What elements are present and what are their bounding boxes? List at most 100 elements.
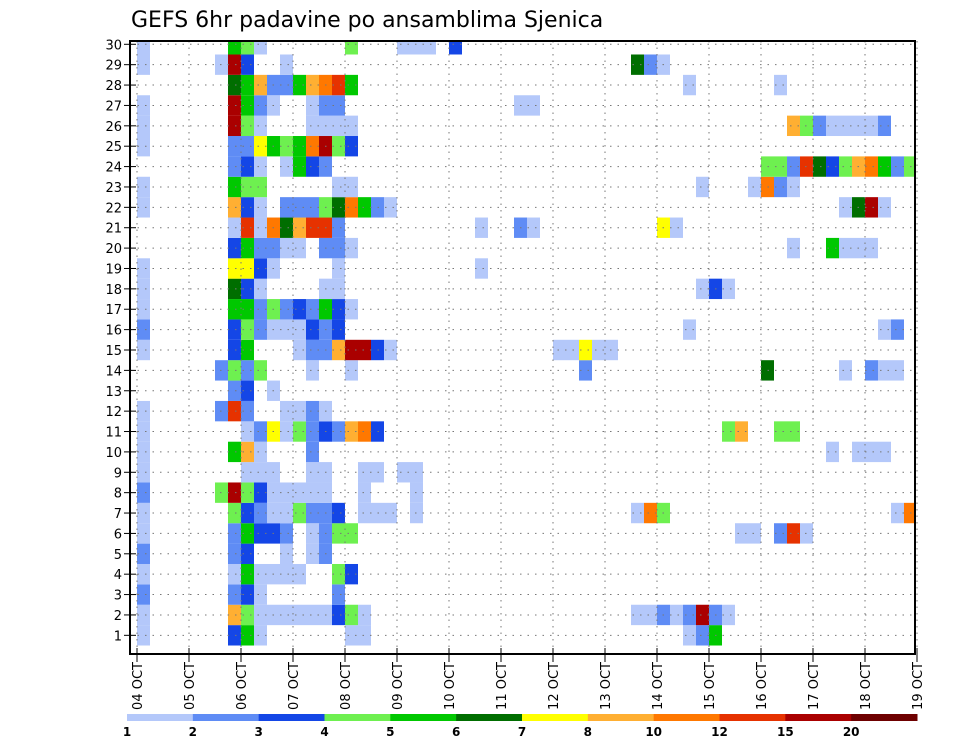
heatmap-cell	[358, 482, 371, 503]
heatmap-cell	[241, 339, 254, 361]
heatmap-cell	[865, 197, 878, 218]
heatmap-cell	[254, 441, 267, 463]
heatmap-cell	[332, 237, 345, 259]
heatmap-cell	[293, 319, 306, 340]
heatmap-cell	[345, 604, 358, 626]
heatmap-cell	[293, 563, 306, 585]
heatmap-cell	[228, 115, 241, 137]
heatmap-cell	[280, 400, 293, 422]
heatmap-cell	[865, 360, 878, 381]
heatmap-cell	[722, 421, 735, 442]
heatmap-cell	[670, 217, 683, 238]
heatmap-cell	[631, 54, 644, 75]
heatmap-cell	[293, 400, 306, 422]
heatmap-cell	[241, 299, 254, 320]
heatmap-cell	[241, 319, 254, 340]
heatmap-cell	[241, 543, 254, 564]
x-tick-label: 04 OCT	[131, 662, 146, 710]
colorbar-label: 10	[645, 725, 662, 739]
heatmap-cell	[137, 197, 150, 218]
heatmap-cell	[137, 502, 150, 524]
heatmap-cell	[280, 604, 293, 626]
colorbar-segment	[851, 714, 918, 721]
heatmap-cell	[696, 625, 709, 646]
heatmap-cell	[735, 523, 748, 544]
y-tick-label: 9	[114, 466, 122, 481]
plot-frame	[129, 40, 916, 655]
heatmap-cell	[254, 278, 267, 300]
heatmap-cell	[384, 502, 397, 524]
heatmap-cell	[891, 156, 904, 177]
heatmap-cell	[241, 502, 254, 524]
colorbar-label: 3	[254, 725, 262, 739]
heatmap-cell	[241, 278, 254, 300]
heatmap-cell	[228, 339, 241, 361]
heatmap-cell	[137, 482, 150, 503]
heatmap-cell	[254, 176, 267, 198]
heatmap-cell	[306, 95, 319, 116]
heatmap-cell	[345, 360, 358, 381]
x-tick-label: 08 OCT	[339, 662, 354, 710]
heatmap-cell	[293, 136, 306, 157]
heatmap-cell	[254, 360, 267, 381]
x-tick-label: 10 OCT	[443, 662, 458, 710]
heatmap-cell	[787, 237, 800, 259]
y-tick-label: 15	[105, 344, 122, 359]
heatmap-cell	[410, 41, 423, 55]
y-tick-label: 13	[105, 385, 122, 400]
y-tick-label: 3	[114, 589, 122, 604]
heatmap-cell	[228, 523, 241, 544]
grid-lines	[130, 41, 918, 654]
heatmap-cell	[839, 360, 852, 381]
heatmap-cell	[696, 176, 709, 198]
heatmap-cell	[137, 115, 150, 137]
heatmap-cell	[293, 299, 306, 320]
heatmap-cell	[241, 584, 254, 605]
heatmap-cell	[306, 136, 319, 157]
heatmap-cell	[228, 380, 241, 401]
heatmap-cell	[306, 339, 319, 361]
heatmap-cell	[254, 156, 267, 177]
y-tick-label: 22	[105, 201, 122, 216]
heatmap-cell	[254, 421, 267, 442]
colorbar-label: 15	[777, 725, 794, 739]
heatmap-cell	[891, 360, 904, 381]
heatmap-cell	[228, 278, 241, 300]
heatmap-cell	[787, 421, 800, 442]
heatmap-cell	[293, 482, 306, 503]
heatmap-cell	[345, 136, 358, 157]
heatmap-cell	[228, 625, 241, 646]
heatmap-cell	[826, 441, 839, 463]
heatmap-cell	[865, 156, 878, 177]
heatmap-cell	[423, 41, 436, 55]
heatmap-cell	[683, 74, 696, 96]
colorbar-label: 6	[452, 725, 460, 739]
x-tick-label: 18 OCT	[859, 662, 874, 710]
heatmap-cell	[878, 360, 891, 381]
heatmap-cell	[254, 319, 267, 340]
heatmap-cell	[774, 421, 787, 442]
y-tick-label: 25	[105, 140, 122, 155]
heatmap-cell	[137, 441, 150, 463]
heatmap-cell	[306, 441, 319, 463]
colorbar-label: 5	[386, 725, 394, 739]
heatmap-cell	[280, 563, 293, 585]
heatmap-cell	[228, 441, 241, 463]
x-axis: 04 OCT 05 OCT 06 OCT 07 OCT 08 OCT 09 OCT 10 O…	[131, 648, 926, 710]
heatmap-cell	[137, 523, 150, 544]
heatmap-cell	[332, 95, 345, 116]
heatmap-cell	[241, 237, 254, 259]
heatmap-cell	[358, 339, 371, 361]
heatmap-cell	[345, 41, 358, 55]
y-tick-label: 29	[105, 59, 122, 74]
heatmap-cell	[137, 543, 150, 564]
heatmap-cell	[137, 41, 150, 55]
heatmap-cell	[280, 502, 293, 524]
heatmap-cell	[397, 41, 410, 55]
heatmap-cell	[774, 176, 787, 198]
heatmap-cell	[358, 197, 371, 218]
heatmap-cell	[865, 237, 878, 259]
heatmap-cell	[306, 462, 319, 483]
heatmap-cell	[306, 604, 319, 626]
heatmap-cell	[332, 74, 345, 96]
